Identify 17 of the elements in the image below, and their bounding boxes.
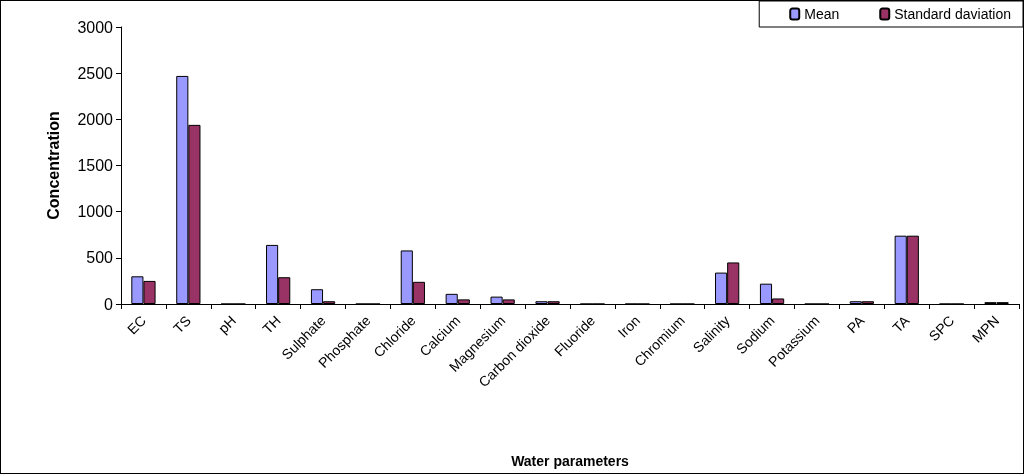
x-tick-label: TA bbox=[889, 311, 913, 336]
y-tick-label: 3000 bbox=[77, 18, 114, 36]
x-tick-label: TH bbox=[259, 312, 284, 337]
legend-label: Standard daviation bbox=[894, 6, 1012, 22]
x-tick-label: EC bbox=[124, 312, 150, 338]
y-tick-label: 500 bbox=[86, 249, 114, 267]
y-tick-label: 2000 bbox=[77, 110, 114, 128]
x-tick-label: TS bbox=[170, 312, 195, 337]
x-tick-label: pH bbox=[214, 312, 239, 337]
y-tick-label: 2500 bbox=[77, 64, 114, 82]
y-tick-label: 1500 bbox=[77, 157, 114, 174]
y-axis-title: Concentration bbox=[44, 111, 62, 220]
legend-label: Mean bbox=[804, 6, 840, 22]
y-tick-label: 1000 bbox=[77, 203, 114, 221]
x-axis-title: Water parameters bbox=[511, 453, 630, 469]
x-tick-label: PA bbox=[843, 311, 868, 337]
y-tick-label: 0 bbox=[104, 295, 114, 313]
